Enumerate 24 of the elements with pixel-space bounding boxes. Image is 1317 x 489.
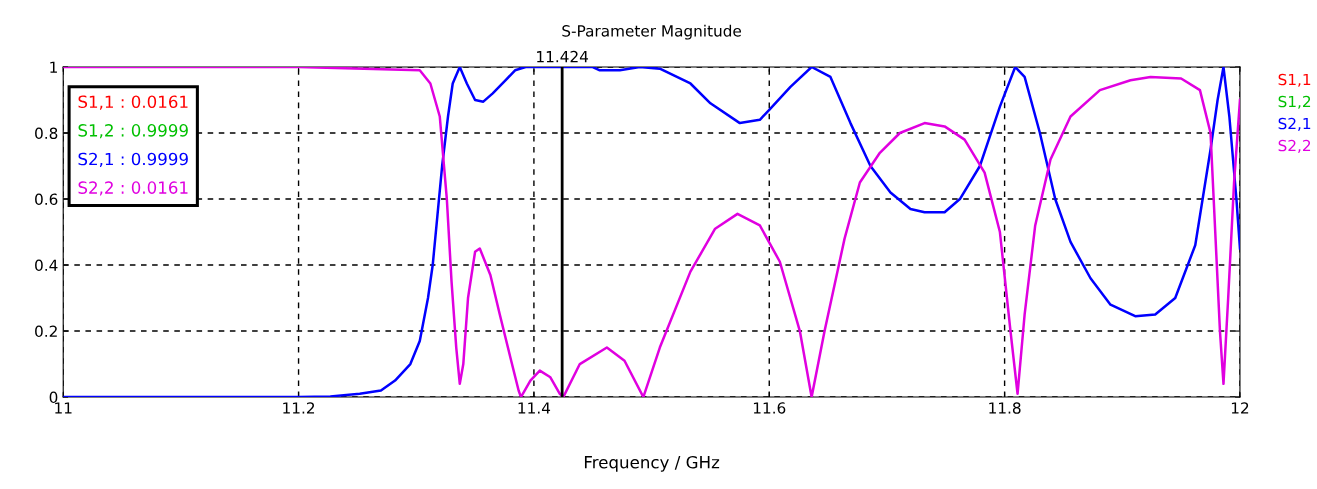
annotation: S2,1 : 0.9999 (78, 152, 188, 167)
legend-label: S1,2 (1278, 95, 1311, 109)
x-axis-title: Frequency / GHz (584, 455, 720, 472)
text: S2,1 (1278, 117, 1311, 131)
ref-line-label: 11.424 (537, 50, 589, 63)
x-tick-label: 11 (55, 402, 72, 414)
x-tick-label: 11.4 (518, 402, 551, 414)
annotation: S2,2 : 0.0161 (78, 181, 188, 196)
y-tick-label: 0.2 (35, 325, 57, 338)
legend-label: S1,1 (1278, 73, 1311, 87)
x-tick-label: 11.8 (989, 402, 1021, 414)
y-tick-label: 0.6 (35, 193, 58, 206)
y-tick-label: 0 (49, 391, 58, 404)
chart-title: S-Parameter Magnitude (562, 24, 742, 40)
x-tick-label: 11.2 (283, 402, 315, 414)
x-tick-label: 11.6 (753, 402, 786, 414)
annotation: S1,1 : 0.0161 (78, 95, 188, 110)
y-tick-label: 1 (50, 61, 57, 73)
annotation: S1,2 : 0.9999 (78, 124, 188, 139)
line-series (63, 66, 1240, 398)
y-tick-label: 0.4 (35, 259, 58, 272)
text: S2,2 (1278, 139, 1311, 153)
y-tick-label: 0.8 (35, 127, 58, 140)
x-tick-label: 12 (1231, 402, 1249, 414)
